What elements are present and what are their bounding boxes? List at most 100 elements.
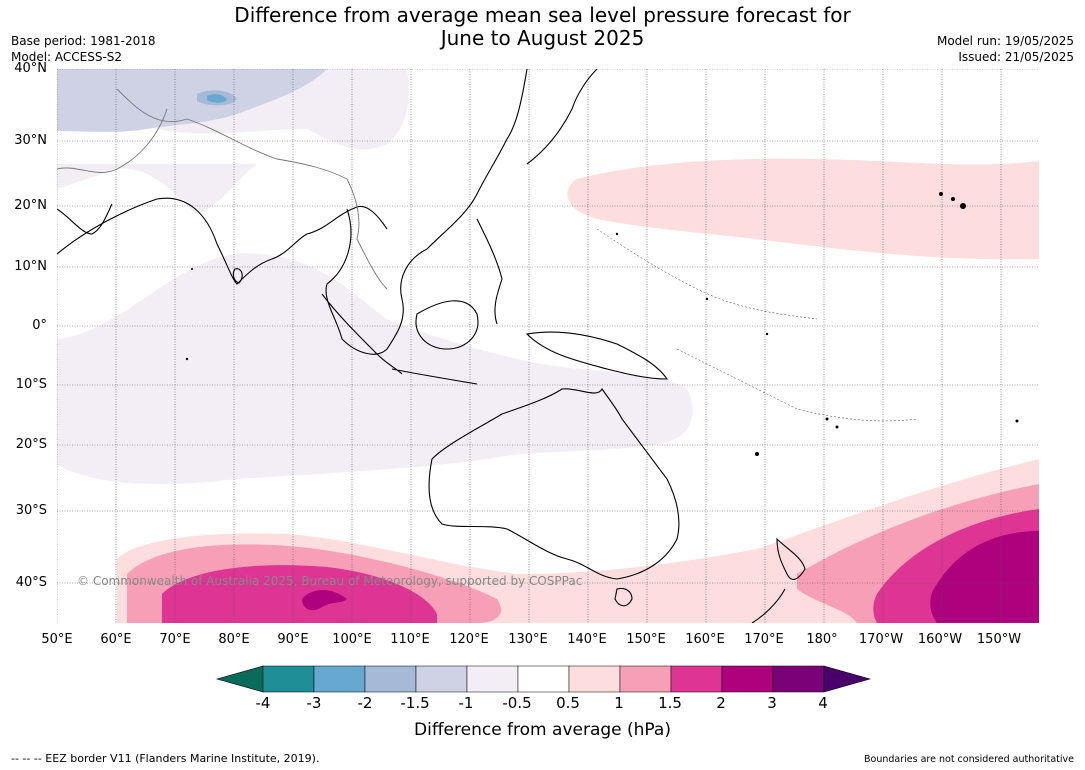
coast-australia: [428, 387, 680, 580]
coast-new-guinea: [525, 331, 669, 380]
base-period: Base period: 1981-2018: [11, 34, 156, 48]
boundaries-disclaimer: Boundaries are not considered authoritat…: [864, 754, 1074, 765]
meta-left: Base period: 1981-2018 Model: ACCESS-S2: [11, 33, 156, 65]
lon-label-120e: 120°E: [449, 632, 489, 647]
lat-label-20s: 20°S: [15, 437, 47, 452]
lon-label-100e: 100°E: [332, 632, 372, 647]
lat-label-10s: 10°S: [15, 377, 47, 392]
meta-right: Model run: 19/05/2025 Issued: 21/05/2025: [937, 33, 1074, 65]
island-marianas: [615, 232, 619, 236]
anomaly-region-pos2-southern-indian: [302, 590, 347, 611]
issued-date: Issued: 21/05/2025: [958, 50, 1074, 64]
lon-label-170e: 170°E: [744, 632, 784, 647]
coast-india: [57, 197, 388, 285]
country-borders: [57, 88, 388, 290]
colorbar-tick: 4: [818, 694, 828, 712]
lon-label-50e: 50°E: [41, 632, 73, 647]
colorbar-tick: -1: [458, 694, 474, 712]
model-run: Model run: 19/05/2025: [936, 34, 1074, 48]
eez-pacific-islands: [676, 348, 918, 422]
pacific-islands: [185, 192, 1019, 456]
island-chagos: [185, 357, 189, 361]
colorbar-tick: 0.5: [556, 694, 580, 712]
lat-label-20n: 20°N: [14, 198, 47, 213]
coast-tasmania: [614, 587, 633, 607]
colorbar-extend-high: [823, 665, 871, 693]
pressure-anomaly-map: © Commonwealth of Australia 2025, Bureau…: [57, 69, 1039, 623]
colorbar-tick: -3: [306, 694, 322, 712]
coast-borneo: [415, 300, 479, 350]
eez-micronesia: [596, 228, 818, 320]
coast-china: [426, 69, 528, 250]
colorbar-cell: [262, 665, 315, 693]
colorbar-cell: [670, 665, 723, 693]
lon-label-140e: 140°E: [567, 632, 607, 647]
colorbar-cell: [772, 665, 825, 693]
colorbar-tick: 1: [614, 694, 624, 712]
lat-label-30n: 30°N: [14, 133, 47, 148]
anomaly-region-pos05-north-pacific: [567, 158, 1039, 260]
colorbar-cell: [364, 665, 417, 693]
lon-label-80e: 80°E: [218, 632, 250, 647]
title-line-2: June to August 2025: [440, 26, 645, 50]
island-maldives: [191, 268, 193, 270]
colorbar-tick: -4: [255, 694, 271, 712]
title-line-1: Difference from average mean sea level p…: [234, 3, 851, 27]
lon-label-160w: 160°W: [917, 632, 963, 647]
anomaly-region-pos2-southern-pacific: [930, 531, 1039, 623]
colorbar-cell: [721, 665, 774, 693]
copyright-notice: © Commonwealth of Australia 2025, Bureau…: [77, 574, 582, 588]
lon-label-170w: 170°W: [858, 632, 904, 647]
colorbar-cell: [313, 665, 366, 693]
coast-philippines: [476, 218, 503, 325]
island-fiji-2: [835, 425, 839, 429]
colorbar-tick: -1.5: [400, 694, 430, 712]
coast-new-zealand-north: [776, 537, 806, 580]
border-afghanistan: [57, 108, 168, 173]
coastlines: [57, 69, 806, 623]
lon-label-150e: 150°E: [626, 632, 666, 647]
lat-label-40n: 40°N: [14, 61, 47, 76]
colorbar-label: Difference from average (hPa): [414, 720, 671, 740]
map-title: Difference from average mean sea level p…: [0, 4, 1085, 50]
colorbar-cell: [517, 665, 570, 693]
island-marshall: [765, 332, 769, 336]
island-hawaii-3: [960, 203, 966, 209]
colorbar-tick: 1.5: [658, 694, 682, 712]
eez-borders: [596, 228, 918, 422]
lon-label-70e: 70°E: [159, 632, 191, 647]
eez-source-note: -- -- -- EEZ border V11 (Flanders Marine…: [11, 752, 320, 765]
lon-label-150w: 150°W: [976, 632, 1022, 647]
lat-label-40s: 40°S: [15, 575, 47, 590]
island-hawaii-1: [939, 192, 943, 196]
coast-arabia: [57, 203, 113, 235]
island-new-caledonia: [755, 452, 759, 456]
colorbar-cell: [466, 665, 519, 693]
coast-japan: [526, 69, 598, 165]
colorbar-cell: [568, 665, 621, 693]
colorbar-cells: [215, 665, 871, 693]
lon-label-160e: 160°E: [685, 632, 725, 647]
colorbar-tick: 2: [716, 694, 726, 712]
colorbar-cell: [619, 665, 672, 693]
lon-label-60e: 60°E: [100, 632, 132, 647]
lat-label-0: 0°: [32, 318, 47, 333]
coast-sumatra: [321, 293, 403, 375]
colorbar-cell: [415, 665, 468, 693]
anomaly-region-pos15-southern-indian: [162, 565, 437, 623]
colorbar: [215, 665, 871, 693]
border-himalaya: [116, 88, 348, 180]
island-caroline: [705, 297, 709, 301]
border-indochina: [346, 178, 388, 290]
coast-new-zealand-south: [751, 588, 786, 623]
anomaly-region-neg1-north: [57, 69, 327, 132]
colorbar-tick: 3: [767, 694, 777, 712]
anomaly-region-neg2-pamir: [207, 94, 227, 103]
lat-label-10n: 10°N: [14, 259, 47, 274]
gridlines: [57, 69, 1039, 623]
lon-label-90e: 90°E: [277, 632, 309, 647]
island-fiji-1: [825, 417, 829, 421]
lon-label-180: 180°: [806, 632, 838, 647]
lat-label-30s: 30°S: [15, 503, 47, 518]
coast-southeast-asia: [325, 208, 428, 355]
